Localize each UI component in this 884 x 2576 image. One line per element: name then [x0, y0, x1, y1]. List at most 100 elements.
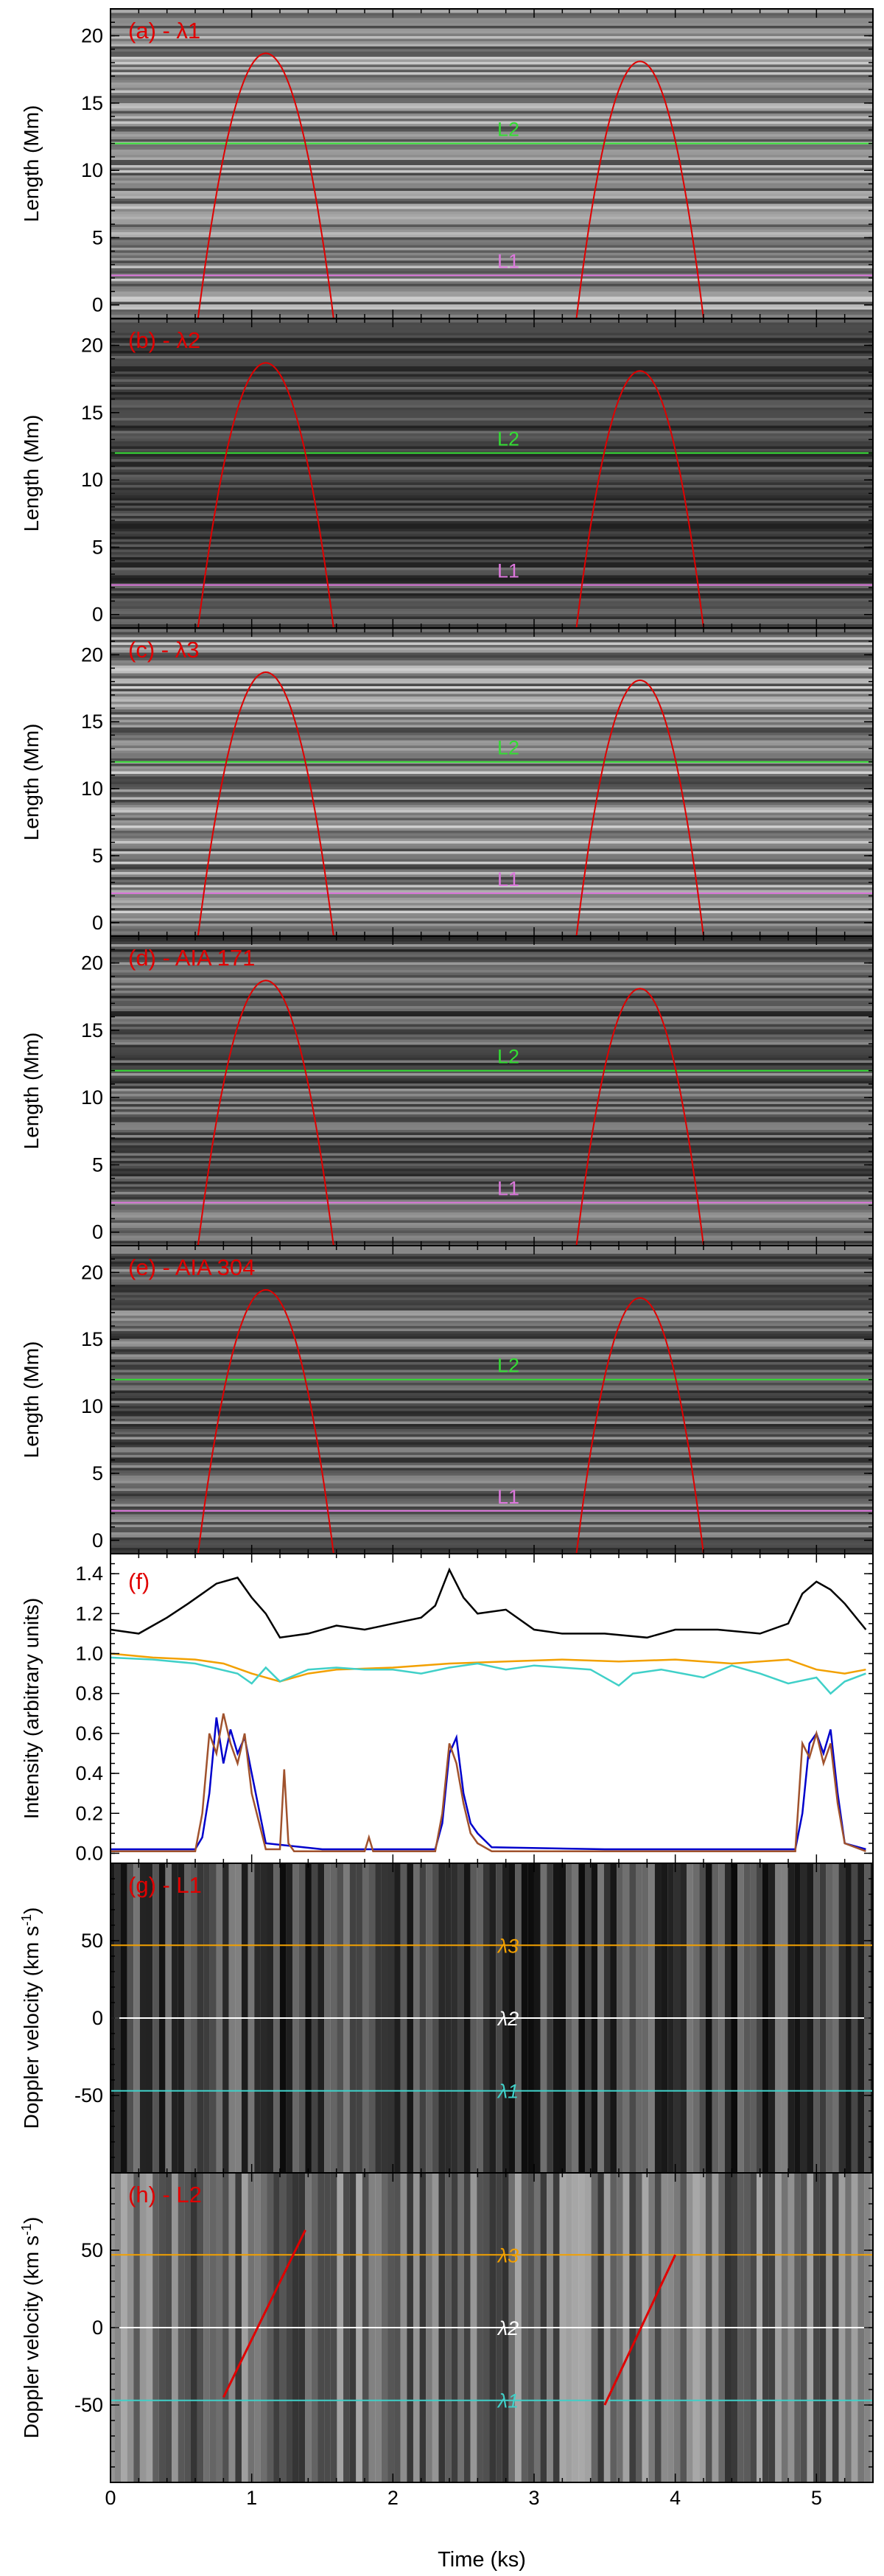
y-tick-label: 10 [81, 159, 103, 181]
panel-d: L2 L1 0 5 10 15 20 Length (Mm) (d) - AIA 171 [20, 935, 874, 1246]
y-tick-label: 10 [81, 1086, 103, 1109]
y-axis-label: Intensity (arbitrary units) [20, 1598, 43, 1819]
y-tick-label: 15 [81, 711, 103, 733]
series-turquoise [110, 1656, 866, 1695]
y-tick-label: 10 [81, 1395, 103, 1417]
parabola-fit-1 [197, 362, 334, 628]
series-black [110, 1567, 867, 1639]
y-tick-label: 15 [81, 402, 103, 424]
panel-title: (f) [128, 1568, 150, 1594]
parabola-fit-1 [197, 671, 334, 936]
panel-title: (b) - λ2 [128, 327, 200, 353]
y-tick-label: 0.2 [75, 1802, 103, 1824]
cut-line-label-L1: L1 [497, 251, 519, 273]
y-tick-label: 20 [81, 643, 103, 666]
x-tick-label: 1 [246, 2487, 257, 2509]
heatmap-image [110, 318, 873, 628]
panel-b: L2 L1 0 5 10 15 20 Length (Mm) (b) - λ2 [20, 318, 874, 629]
x-tick-label: 5 [811, 2487, 822, 2509]
cut-line-label-L1: L1 [497, 868, 519, 890]
y-tick-label: 0 [92, 912, 103, 934]
y-axis-label: Length (Mm) [20, 415, 43, 532]
heatmap-image [110, 9, 873, 318]
y-tick-label: 15 [81, 1328, 103, 1350]
cut-line-label-L2: L2 [497, 1355, 519, 1377]
cut-line-label-L2: L2 [497, 428, 519, 450]
y-tick-label: 0 [92, 1529, 103, 1551]
linear-fit-1 [222, 2230, 306, 2398]
panel-title: (e) - AIA 304 [128, 1254, 255, 1280]
y-tick-label: 5 [92, 1153, 103, 1176]
panel-title: (g) - L1 [128, 1872, 202, 1898]
y-tick-label: 10 [81, 778, 103, 800]
parabola-fit-2 [575, 370, 704, 628]
panel-title: (a) - λ1 [128, 18, 200, 43]
parabola-fit-2 [575, 988, 704, 1246]
panel-title: (h) - L2 [128, 2182, 202, 2207]
heatmap-image [110, 628, 873, 936]
y-tick-label: 10 [81, 469, 103, 491]
panel-c: L2 L1 0 5 10 15 20 Length (Mm) (c) - λ3 [20, 627, 874, 937]
cut-line-label-L1: L1 [497, 1486, 519, 1508]
y-tick-label: 0.0 [75, 1842, 103, 1864]
y-tick-label: 20 [81, 335, 103, 357]
y-tick-label: -50 [74, 2084, 103, 2106]
cut-line-label-L2: L2 [497, 119, 519, 141]
y-axis-label: Doppler velocity (km s-1) [19, 1907, 43, 2129]
panel-title: (c) - λ3 [128, 637, 199, 663]
linear-fit-2 [603, 2254, 677, 2406]
x-tick-label: 0 [105, 2487, 116, 2509]
velocity-line-label: λ1 [497, 2081, 519, 2103]
y-tick-label: 0 [92, 294, 103, 316]
y-tick-label: 0.6 [75, 1722, 103, 1745]
y-tick-label: 1.4 [75, 1563, 103, 1585]
x-tick-label: 4 [670, 2487, 681, 2509]
velocity-line-label: λ1 [497, 2390, 519, 2412]
y-tick-label: 20 [81, 25, 103, 47]
y-tick-label: -50 [74, 2394, 103, 2416]
parabola-fit-1 [197, 980, 334, 1246]
panel-h: λ3 λ2 λ1 0 1 2 3 4 5 -50 0 50 Doppler velocity (km s… [19, 2172, 874, 2509]
y-tick-label: 5 [92, 536, 103, 558]
panel-g: λ3 λ2 λ1 -50 0 50 Doppler velocity (km s-1) (g)… [19, 1863, 874, 2174]
y-tick-label: 1.0 [75, 1642, 103, 1664]
y-tick-label: 0.8 [75, 1683, 103, 1705]
parabola-fit-1 [197, 52, 334, 318]
heatmap-image [110, 1246, 873, 1554]
y-tick-label: 5 [92, 226, 103, 248]
parabola-fit-1 [197, 1288, 334, 1554]
y-tick-label: 0 [92, 604, 103, 626]
y-axis-label: Length (Mm) [20, 724, 43, 841]
series-orange [110, 1652, 866, 1683]
panel-title: (d) - AIA 171 [128, 945, 255, 971]
y-tick-label: 20 [81, 952, 103, 974]
y-tick-label: 0.4 [75, 1762, 103, 1784]
y-tick-label: 0 [92, 2317, 103, 2339]
parabola-fit-2 [575, 1296, 704, 1554]
y-axis-label: Doppler velocity (km s-1) [19, 2217, 43, 2439]
cut-line-label-L1: L1 [497, 1178, 519, 1200]
y-axis-label: Length (Mm) [20, 1341, 43, 1459]
cut-line-label-L2: L2 [497, 1046, 519, 1068]
x-tick-label: 3 [528, 2487, 539, 2509]
y-tick-label: 20 [81, 1261, 103, 1283]
y-axis-label: Length (Mm) [20, 105, 43, 223]
panel-a: L2 L1 0 5 10 15 20 Length (Mm) (a) - λ1 [20, 8, 874, 319]
cut-line-label-L2: L2 [497, 737, 519, 759]
velocity-line-label: λ2 [497, 2008, 519, 2030]
velocity-line-label: λ3 [497, 1935, 519, 1957]
y-tick-label: 15 [81, 1019, 103, 1041]
plot-background [110, 1554, 873, 1863]
velocity-line-label: λ2 [497, 2317, 519, 2339]
cut-line-label-L1: L1 [497, 560, 519, 582]
y-tick-label: 50 [81, 1930, 103, 1952]
y-tick-label: 5 [92, 845, 103, 867]
y-tick-label: 15 [81, 92, 103, 114]
panel-f: 0.0 0.2 0.4 0.6 0.8 1.0 1.2 1.4 Intensity (arbit… [20, 1553, 874, 1864]
x-axis-label: Time (ks) [438, 2548, 526, 2572]
parabola-fit-2 [575, 60, 704, 318]
velocity-line-label: λ3 [497, 2244, 519, 2266]
y-tick-label: 0 [92, 2007, 103, 2029]
